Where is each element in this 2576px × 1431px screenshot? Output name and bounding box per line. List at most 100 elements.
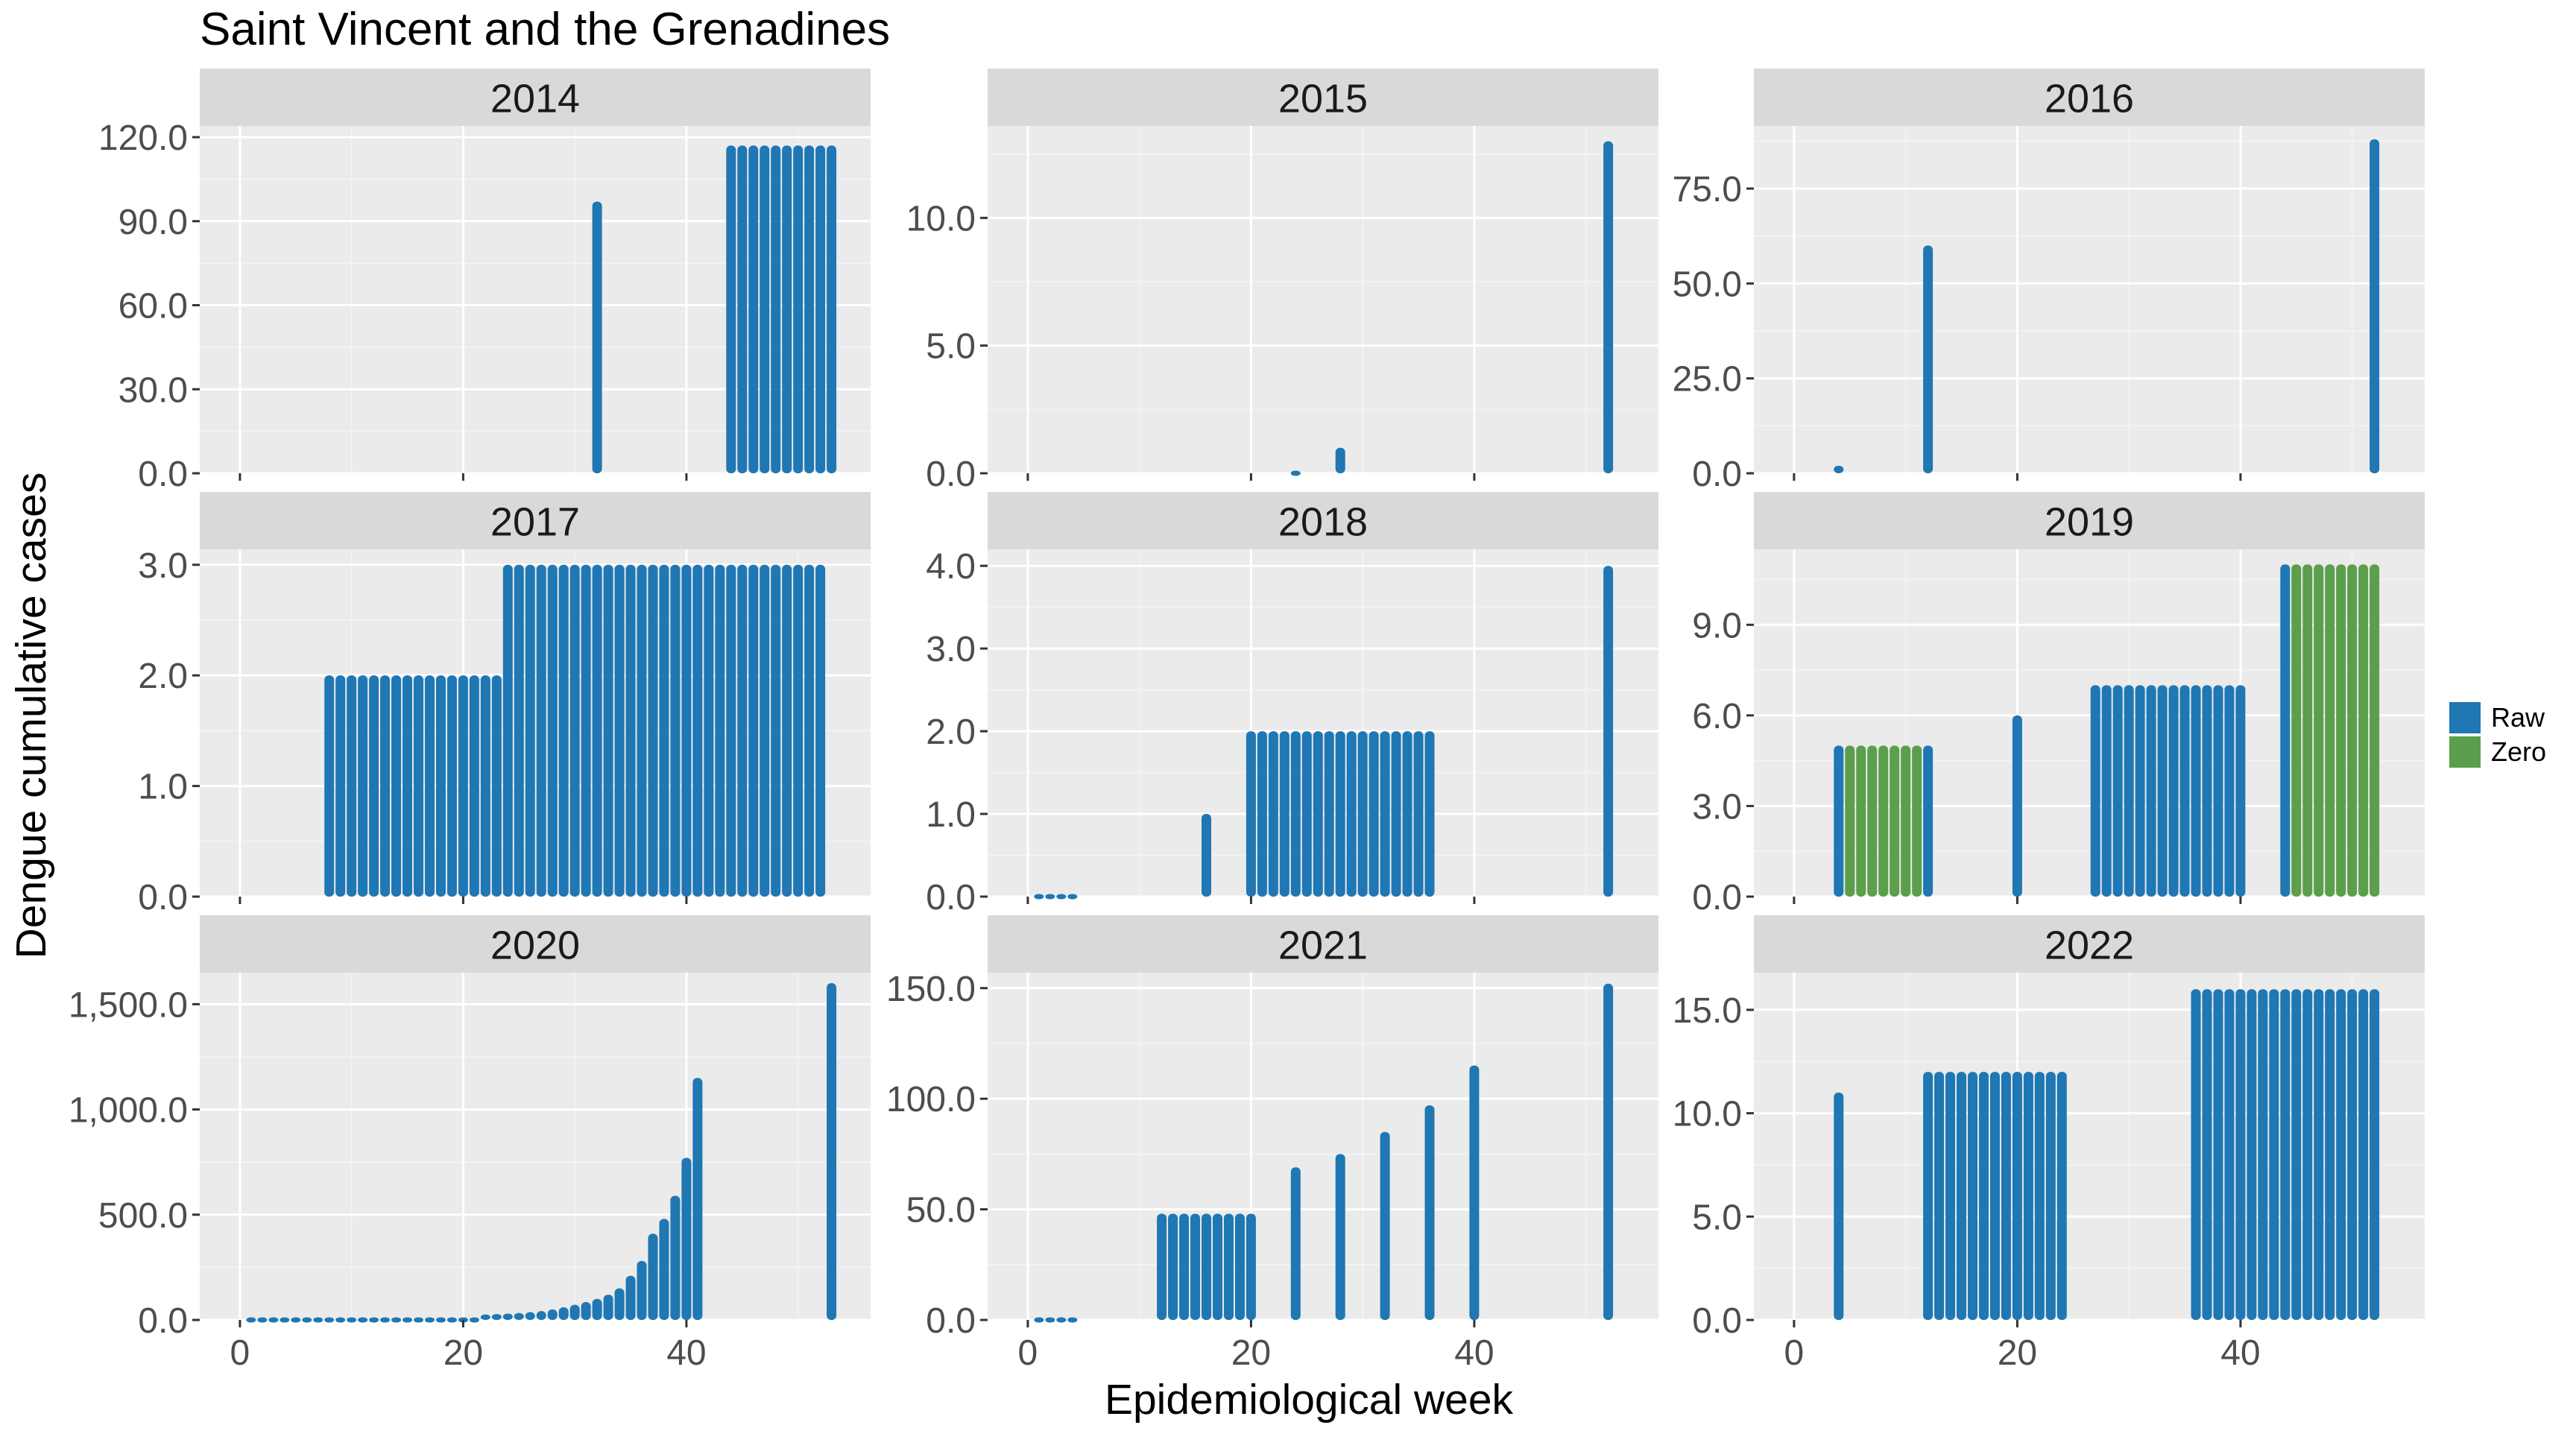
bar-week-24 <box>2056 1072 2067 1320</box>
bar-week-14 <box>391 675 402 897</box>
facet-strip <box>1754 915 2425 973</box>
bar-week-52 <box>1603 983 1614 1320</box>
bar-week-18 <box>435 675 446 897</box>
bar-week-4 <box>1834 745 1844 897</box>
bar-week-15 <box>1190 1213 1201 1320</box>
legend-key-zero <box>2449 736 2481 768</box>
x-tick-label: 0 <box>1784 1333 1805 1373</box>
bar-week-22 <box>480 1314 490 1320</box>
panel-background <box>1754 973 2425 1320</box>
bar-week-7 <box>1867 745 1878 897</box>
y-tick-label: 30.0 <box>119 370 188 410</box>
bar-week-18 <box>1989 1072 2000 1320</box>
bar-week-47 <box>2314 989 2324 1320</box>
bar-week-32 <box>1380 1131 1390 1320</box>
bar-week-16 <box>1202 814 1212 897</box>
bar-week-29 <box>2112 685 2123 897</box>
bar-week-34 <box>2168 685 2179 897</box>
bar-week-10 <box>1901 745 1911 897</box>
bar-week-45 <box>2291 564 2302 897</box>
y-tick-label: 0.0 <box>1692 455 1742 494</box>
legend-label-raw: Raw <box>2491 702 2545 733</box>
bar-week-39 <box>2224 989 2235 1320</box>
bar-week-20 <box>1246 1213 1256 1320</box>
y-tick-label: 3.0 <box>926 630 976 669</box>
bar-week-46 <box>748 145 759 473</box>
facet-2015: 2015 0.0 5.0 10.0 <box>906 69 1658 494</box>
x-tick-label: 20 <box>443 1333 483 1373</box>
bar-week-3 <box>1056 894 1067 900</box>
y-tick-label: 0.0 <box>926 455 976 494</box>
bar-week-47 <box>760 145 770 473</box>
y-tick-label: 0.0 <box>926 878 976 917</box>
bar-week-19 <box>1234 1213 1245 1320</box>
bar-week-24 <box>502 564 513 897</box>
bar-week-32 <box>2146 685 2156 897</box>
bar-week-16 <box>414 675 424 897</box>
bar-week-47 <box>760 564 770 897</box>
bar-week-21 <box>469 1317 479 1323</box>
bar-week-29 <box>558 1307 569 1320</box>
bar-week-52 <box>1603 566 1614 897</box>
y-tick-label: 150.0 <box>886 970 976 1009</box>
bar-week-4 <box>1067 1317 1078 1323</box>
bar-week-37 <box>2202 989 2212 1320</box>
bar-week-41 <box>2247 989 2257 1320</box>
facet-2014: 2014 0.0 30.0 60.0 90.0 120.0 <box>98 69 871 494</box>
bar-week-12 <box>1923 1072 1933 1320</box>
bar-week-23 <box>2045 1072 2056 1320</box>
bar-week-20 <box>2012 715 2022 897</box>
bar-week-11 <box>358 1317 368 1323</box>
y-tick-label: 3.0 <box>1692 787 1742 827</box>
panel-background <box>1754 126 2425 473</box>
y-tick-label: 10.0 <box>1673 1095 1742 1134</box>
facet-strip-label: 2022 <box>2045 923 2134 968</box>
facet-2020: 2020 0.0 500.0 1,000.0 1,500.0 0 20 40 <box>69 915 871 1373</box>
bar-week-17 <box>424 675 435 897</box>
bar-week-24 <box>502 1313 513 1320</box>
bar-week-11 <box>1912 745 1922 897</box>
bar-week-34 <box>1402 731 1412 897</box>
bar-week-28 <box>1335 447 1345 473</box>
bar-week-37 <box>648 1233 658 1320</box>
bar-week-5 <box>1845 745 1855 897</box>
facet-strip <box>988 69 1658 126</box>
facet-strip-label: 2019 <box>2045 500 2134 545</box>
panel-background <box>988 973 1658 1320</box>
bar-week-32 <box>592 564 602 897</box>
bar-week-4 <box>280 1317 290 1323</box>
bar-week-9 <box>335 1317 346 1323</box>
facet-strip <box>200 915 871 973</box>
bar-week-50 <box>793 564 804 897</box>
bar-week-36 <box>1424 731 1435 897</box>
bar-week-13 <box>380 1317 391 1323</box>
bar-week-2 <box>1045 1317 1055 1323</box>
y-tick-label: 3.0 <box>138 546 188 586</box>
panel-background <box>200 549 871 897</box>
bar-week-28 <box>547 564 558 897</box>
bar-week-33 <box>603 1295 613 1320</box>
bar-week-6 <box>302 1317 312 1323</box>
chart-title: Saint Vincent and the Grenadines <box>200 4 891 55</box>
y-tick-label: 50.0 <box>906 1191 976 1231</box>
bar-week-49 <box>2336 989 2346 1320</box>
x-tick-label: 0 <box>1018 1333 1038 1373</box>
bar-week-9 <box>1890 745 1900 897</box>
bar-week-15 <box>402 1317 413 1323</box>
y-tick-label: 1.0 <box>138 768 188 807</box>
bar-week-23 <box>491 1314 502 1320</box>
bar-week-26 <box>525 1312 535 1320</box>
bar-week-30 <box>2124 685 2134 897</box>
bar-week-40 <box>681 1157 692 1320</box>
x-axis-title: Epidemiological week <box>1104 1376 1514 1424</box>
bar-week-20 <box>2012 1072 2022 1320</box>
x-tick-label: 40 <box>2220 1333 2260 1373</box>
bar-week-15 <box>402 675 413 897</box>
bar-week-45 <box>2291 989 2302 1320</box>
bar-week-51 <box>804 564 815 897</box>
bar-week-1 <box>1034 1317 1044 1323</box>
bar-week-28 <box>2101 685 2112 897</box>
legend: Raw Zero <box>2449 701 2546 769</box>
legend-label-zero: Zero <box>2491 736 2547 767</box>
bar-week-27 <box>2090 685 2100 897</box>
